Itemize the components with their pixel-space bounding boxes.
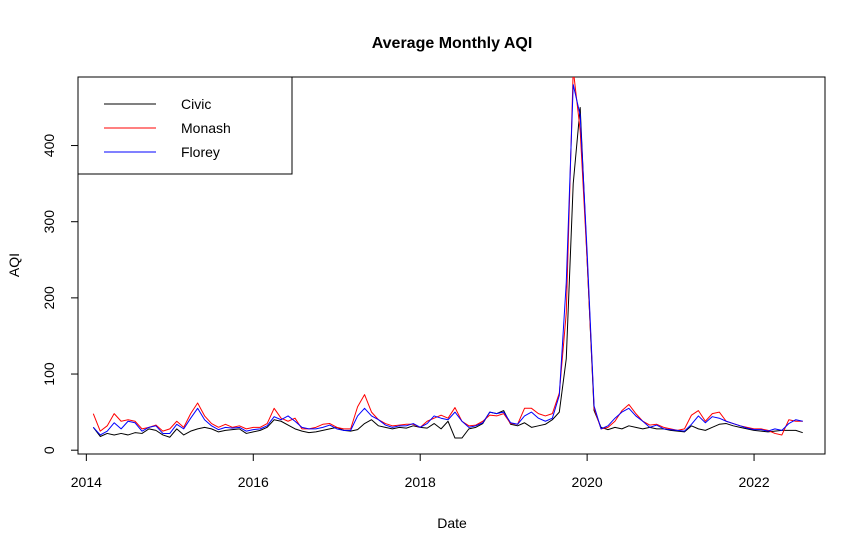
x-axis: 2014 2016 2018 2020 2022 [71, 453, 770, 490]
x-axis-title: Date [437, 515, 467, 531]
legend-label-florey: Florey [181, 144, 220, 160]
series-line-civic [92, 106, 803, 439]
y-tick-label: 100 [41, 362, 57, 386]
x-tick-label: 2014 [71, 474, 102, 490]
legend: Civic Monash Florey [77, 76, 293, 175]
legend-label-civic: Civic [181, 96, 211, 112]
y-axis: 0 100 200 300 400 [41, 134, 79, 454]
legend-box [77, 76, 293, 175]
series-line-florey [92, 84, 803, 436]
y-axis-title: AQI [6, 253, 22, 277]
legend-label-monash: Monash [181, 120, 231, 136]
y-tick-label: 200 [41, 286, 57, 310]
x-tick-label: 2020 [572, 474, 603, 490]
x-tick-label: 2022 [738, 474, 769, 490]
y-tick-label: 0 [41, 446, 57, 454]
series-line-monash [92, 77, 803, 436]
chart-title: Average Monthly AQI [372, 35, 533, 52]
x-tick-label: 2018 [405, 474, 436, 490]
x-tick-label: 2016 [238, 474, 269, 490]
series-layer [92, 77, 803, 439]
y-tick-label: 400 [41, 134, 57, 158]
y-tick-label: 300 [41, 210, 57, 234]
